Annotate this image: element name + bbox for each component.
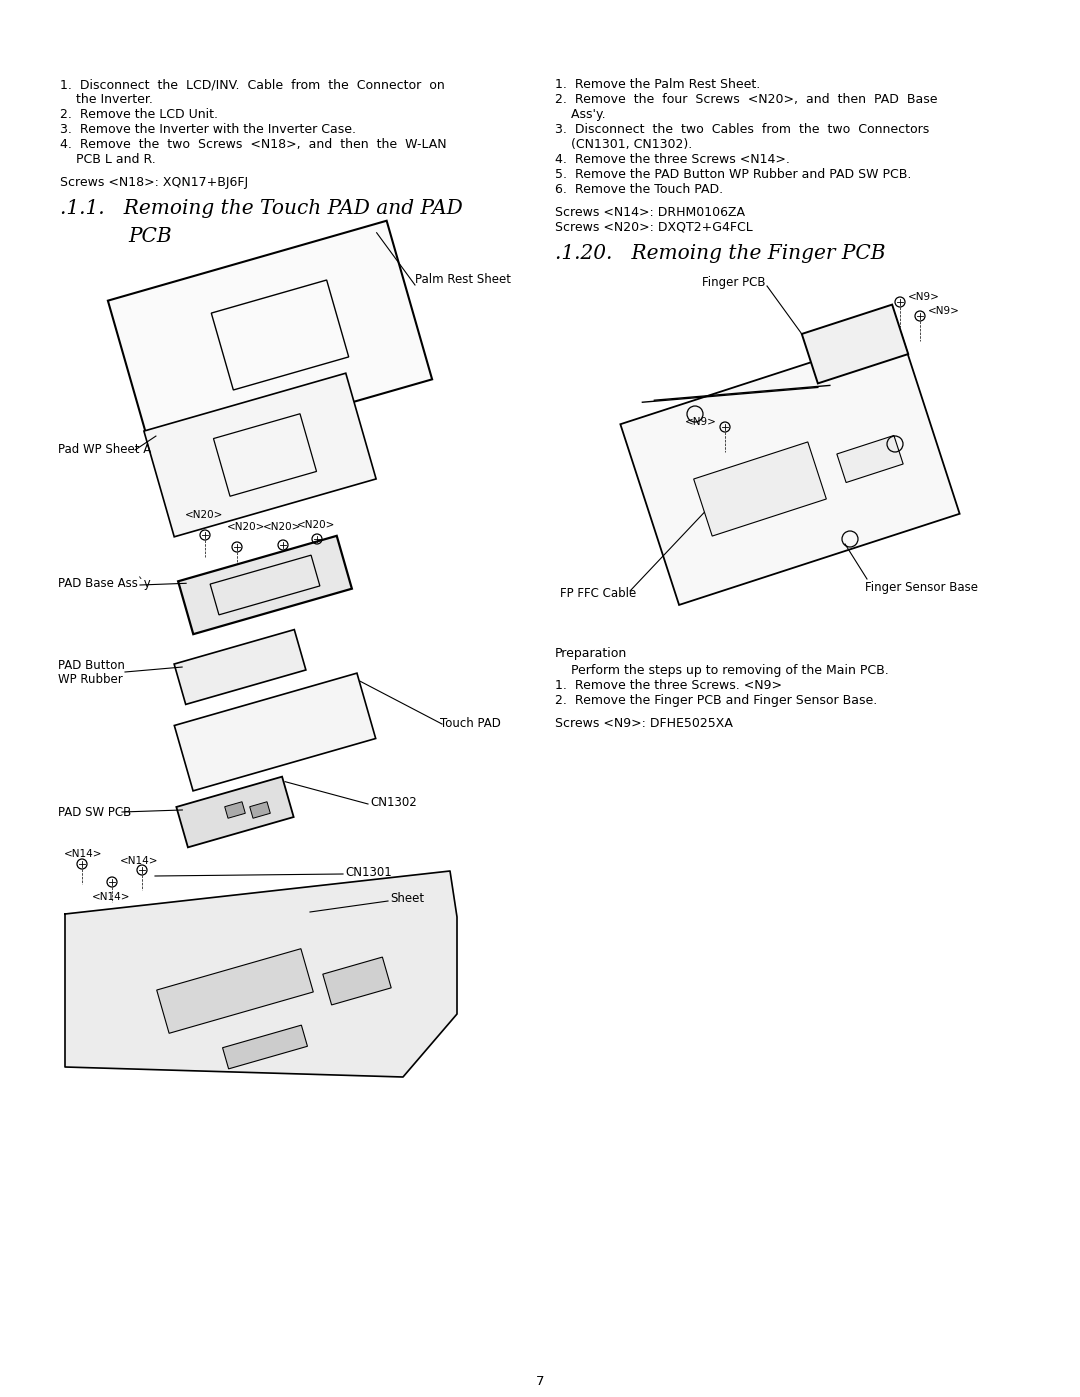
Polygon shape	[801, 305, 908, 383]
Text: 6.  Remove the Touch PAD.: 6. Remove the Touch PAD.	[555, 183, 724, 196]
Text: 4.  Remove  the  two  Screws  <N18>,  and  then  the  W-LAN: 4. Remove the two Screws <N18>, and then…	[60, 138, 447, 151]
Text: .1.20.   Remoing the Finger PCB: .1.20. Remoing the Finger PCB	[555, 244, 886, 263]
Text: <N14>: <N14>	[92, 893, 131, 902]
Text: Perform the steps up to removing of the Main PCB.: Perform the steps up to removing of the …	[555, 664, 889, 678]
Polygon shape	[176, 777, 294, 848]
Text: 4.  Remove the three Screws <N14>.: 4. Remove the three Screws <N14>.	[555, 154, 789, 166]
Text: <N20>: <N20>	[227, 522, 266, 532]
Text: 7: 7	[536, 1375, 544, 1389]
Text: FP FFC Cable: FP FFC Cable	[561, 587, 636, 599]
Text: <N9>: <N9>	[908, 292, 940, 302]
Text: <N14>: <N14>	[64, 849, 103, 859]
Text: Screws <N20>: DXQT2+G4FCL: Screws <N20>: DXQT2+G4FCL	[555, 221, 753, 235]
Text: Screws <N18>: XQN17+BJ6FJ: Screws <N18>: XQN17+BJ6FJ	[60, 176, 248, 189]
Polygon shape	[620, 332, 960, 605]
Text: 2.  Remove the Finger PCB and Finger Sensor Base.: 2. Remove the Finger PCB and Finger Sens…	[555, 694, 877, 707]
Text: the Inverter.: the Inverter.	[60, 94, 153, 106]
Text: .1.1.   Remoing the Touch PAD and PAD: .1.1. Remoing the Touch PAD and PAD	[60, 198, 462, 218]
Text: PCB L and R.: PCB L and R.	[60, 154, 156, 166]
Text: 2.  Remove  the  four  Screws  <N20>,  and  then  PAD  Base: 2. Remove the four Screws <N20>, and the…	[555, 94, 937, 106]
Text: 1.  Disconnect  the  LCD/INV.  Cable  from  the  Connector  on: 1. Disconnect the LCD/INV. Cable from th…	[60, 78, 445, 91]
Text: <N20>: <N20>	[264, 522, 301, 532]
Text: 1.  Remove the Palm Rest Sheet.: 1. Remove the Palm Rest Sheet.	[555, 78, 760, 91]
Text: Ass'y.: Ass'y.	[555, 108, 606, 122]
Text: 5.  Remove the PAD Button WP Rubber and PAD SW PCB.: 5. Remove the PAD Button WP Rubber and P…	[555, 168, 912, 182]
Text: CN1302: CN1302	[370, 795, 417, 809]
Text: 3.  Disconnect  the  two  Cables  from  the  two  Connectors: 3. Disconnect the two Cables from the tw…	[555, 123, 929, 136]
Text: Touch PAD: Touch PAD	[440, 717, 501, 731]
Text: Preparation: Preparation	[555, 647, 627, 659]
Text: Sheet: Sheet	[390, 893, 424, 905]
Text: WP Rubber: WP Rubber	[58, 673, 123, 686]
Text: <N20>: <N20>	[297, 520, 336, 529]
Polygon shape	[837, 436, 903, 482]
Text: 3.  Remove the Inverter with the Inverter Case.: 3. Remove the Inverter with the Inverter…	[60, 123, 356, 136]
Polygon shape	[144, 373, 376, 536]
Polygon shape	[174, 630, 306, 704]
Text: CN1301: CN1301	[345, 866, 392, 879]
Polygon shape	[225, 802, 245, 819]
Text: Pad WP Sheet A: Pad WP Sheet A	[58, 443, 151, 455]
Text: Finger PCB: Finger PCB	[702, 277, 765, 289]
Polygon shape	[178, 536, 352, 634]
Text: <N9>: <N9>	[685, 416, 717, 427]
Text: 1.  Remove the three Screws. <N9>: 1. Remove the three Screws. <N9>	[555, 679, 782, 692]
Text: <N20>: <N20>	[185, 510, 224, 520]
Polygon shape	[108, 221, 432, 460]
Text: Finger Sensor Base: Finger Sensor Base	[865, 581, 978, 594]
Text: Palm Rest Sheet: Palm Rest Sheet	[415, 272, 511, 286]
Polygon shape	[65, 870, 457, 1077]
Text: PAD Button: PAD Button	[58, 659, 125, 672]
Text: Screws <N14>: DRHM0106ZA: Screws <N14>: DRHM0106ZA	[555, 205, 745, 219]
Polygon shape	[157, 949, 313, 1034]
Polygon shape	[693, 441, 826, 536]
Polygon shape	[222, 1025, 308, 1069]
Polygon shape	[323, 957, 391, 1004]
Polygon shape	[174, 673, 376, 791]
Text: PCB: PCB	[129, 226, 172, 246]
Text: (CN1301, CN1302).: (CN1301, CN1302).	[555, 138, 692, 151]
Text: PAD Base Ass`y: PAD Base Ass`y	[58, 576, 151, 590]
Text: <N9>: <N9>	[928, 306, 960, 316]
Text: 2.  Remove the LCD Unit.: 2. Remove the LCD Unit.	[60, 108, 218, 122]
Text: Screws <N9>: DFHE5025XA: Screws <N9>: DFHE5025XA	[555, 717, 733, 731]
Text: <N14>: <N14>	[120, 856, 159, 866]
Text: PAD SW PCB: PAD SW PCB	[58, 806, 132, 819]
Polygon shape	[249, 802, 270, 819]
